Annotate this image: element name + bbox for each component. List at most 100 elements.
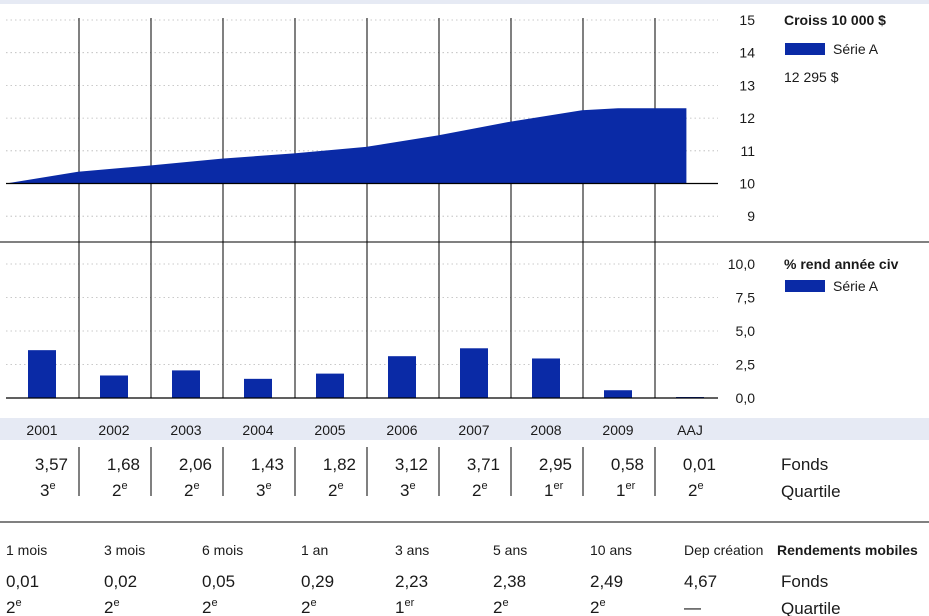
rolling-quartile-suffix: e bbox=[211, 597, 217, 609]
rolling-title: Rendements mobiles bbox=[777, 542, 918, 558]
growth-y-tick-label: 11 bbox=[740, 143, 755, 159]
returns-y-tick-label: 2,5 bbox=[736, 357, 756, 373]
rolling-quartile-value: 2e bbox=[493, 597, 509, 616]
growth-y-tick-label: 15 bbox=[739, 12, 755, 28]
annual-fonds-value: 3,71 bbox=[467, 455, 500, 474]
rolling-fonds-value: 2,23 bbox=[395, 572, 428, 591]
returns-legend-swatch bbox=[785, 280, 825, 292]
returns-bar-2005 bbox=[316, 373, 344, 398]
annual-row-label-fonds: Fonds bbox=[781, 455, 828, 474]
annual-quartile-value: 2e bbox=[112, 480, 128, 500]
labels: 15 14 13 12 11 10 9 Croiss 10 000 $ Série A 12 29… bbox=[6, 12, 918, 616]
rolling-quartile-suffix: e bbox=[310, 597, 316, 609]
annual-quartile-suffix: er bbox=[625, 480, 635, 492]
annual-quartile-suffix: e bbox=[121, 480, 127, 492]
returns-bar-2008 bbox=[532, 358, 560, 398]
rolling-quartile-value: — bbox=[684, 598, 701, 616]
rolling-row-label-fonds: Fonds bbox=[781, 572, 828, 591]
annual-quartile-value: 3e bbox=[256, 480, 272, 500]
year-label: AAJ bbox=[677, 422, 703, 438]
axes bbox=[0, 0, 929, 523]
annual-quartile-value: 2e bbox=[472, 480, 488, 500]
returns-y-tick-label: 0,0 bbox=[736, 390, 756, 406]
annual-quartile-suffix: er bbox=[553, 480, 563, 492]
year-label: 2004 bbox=[242, 422, 273, 438]
rolling-fonds-value: 0,05 bbox=[202, 572, 235, 591]
year-label: 2003 bbox=[170, 422, 201, 438]
returns-bar-2006 bbox=[388, 356, 416, 398]
rolling-quartile-suffix: e bbox=[113, 597, 119, 609]
annual-quartile-suffix: e bbox=[481, 480, 487, 492]
year-label: 2005 bbox=[314, 422, 345, 438]
annual-fonds-value: 1,82 bbox=[323, 455, 356, 474]
annual-return-bars bbox=[28, 348, 704, 398]
annual-quartile-suffix: e bbox=[49, 480, 55, 492]
annual-row-label-quartile: Quartile bbox=[781, 482, 841, 501]
rolling-quartile-suffix: e bbox=[15, 597, 21, 609]
annual-quartile-value: 1er bbox=[544, 480, 564, 500]
annual-quartile-suffix: e bbox=[265, 480, 271, 492]
rolling-period-label: 6 mois bbox=[202, 542, 243, 558]
annual-quartile-suffix: e bbox=[193, 480, 199, 492]
year-label: 2009 bbox=[602, 422, 633, 438]
returns-y-tick-label: 5,0 bbox=[736, 323, 756, 339]
annual-fonds-value: 1,43 bbox=[251, 455, 284, 474]
growth-legend-swatch bbox=[785, 43, 825, 55]
returns-bar-2001 bbox=[28, 350, 56, 398]
rolling-quartile-value: 2e bbox=[590, 597, 606, 616]
annual-quartile-value: 2e bbox=[328, 480, 344, 500]
annual-quartile-value: 3e bbox=[400, 480, 416, 500]
growth-area-series-a bbox=[6, 108, 687, 184]
gridlines bbox=[6, 18, 718, 496]
top-band bbox=[0, 0, 929, 4]
returns-y-tick-label: 7,5 bbox=[736, 290, 756, 306]
rolling-fonds-value: 4,67 bbox=[684, 572, 717, 591]
growth-y-tick-label: 13 bbox=[739, 77, 755, 93]
rolling-period-label: 3 mois bbox=[104, 542, 145, 558]
annual-quartile-value: 2e bbox=[184, 480, 200, 500]
returns-legend-label: Série A bbox=[833, 278, 879, 294]
rolling-quartile-suffix: er bbox=[404, 597, 414, 609]
annual-fonds-value: 3,12 bbox=[395, 455, 428, 474]
annual-quartile-value: 2e bbox=[688, 480, 704, 500]
year-label: 2007 bbox=[458, 422, 489, 438]
growth-y-tick-label: 9 bbox=[747, 208, 755, 224]
rolling-period-label: 10 ans bbox=[590, 542, 632, 558]
annual-quartile-suffix: e bbox=[697, 480, 703, 492]
rolling-period-label: 1 an bbox=[301, 542, 328, 558]
rolling-period-label: 1 mois bbox=[6, 542, 47, 558]
annual-fonds-value: 2,06 bbox=[179, 455, 212, 474]
rolling-fonds-value: 2,49 bbox=[590, 572, 623, 591]
year-label: 2008 bbox=[530, 422, 561, 438]
rolling-quartile-value: 1er bbox=[395, 597, 415, 616]
returns-bar-2003 bbox=[172, 370, 200, 398]
rolling-period-label: 5 ans bbox=[493, 542, 527, 558]
rolling-fonds-value: 0,01 bbox=[6, 572, 39, 591]
growth-y-tick-label: 12 bbox=[739, 110, 755, 126]
annual-quartile-suffix: e bbox=[337, 480, 343, 492]
returns-bar-2009 bbox=[604, 390, 632, 398]
growth-y-tick-label: 14 bbox=[739, 45, 755, 61]
rolling-quartile-value: 2e bbox=[6, 597, 22, 616]
annual-fonds-value: 1,68 bbox=[107, 455, 140, 474]
rolling-quartile-suffix: e bbox=[599, 597, 605, 609]
year-label: 2006 bbox=[386, 422, 417, 438]
rolling-quartile-value: 2e bbox=[202, 597, 218, 616]
annual-quartile-value: 1er bbox=[616, 480, 636, 500]
rolling-fonds-value: 0,02 bbox=[104, 572, 137, 591]
rolling-period-label: Dep création bbox=[684, 542, 763, 558]
rolling-quartile-value: 2e bbox=[104, 597, 120, 616]
year-label: 2002 bbox=[98, 422, 129, 438]
year-band bbox=[0, 418, 929, 440]
annual-fonds-value: 3,57 bbox=[35, 455, 68, 474]
rolling-row-label-quartile: Quartile bbox=[781, 599, 841, 616]
returns-bar-2002 bbox=[100, 375, 128, 398]
returns-y-tick-label: 10,0 bbox=[728, 256, 755, 272]
annual-quartile-suffix: e bbox=[409, 480, 415, 492]
rolling-fonds-value: 2,38 bbox=[493, 572, 526, 591]
growth-area bbox=[6, 108, 687, 184]
annual-fonds-value: 2,95 bbox=[539, 455, 572, 474]
returns-bar-2007 bbox=[460, 348, 488, 398]
rolling-quartile-suffix: e bbox=[502, 597, 508, 609]
